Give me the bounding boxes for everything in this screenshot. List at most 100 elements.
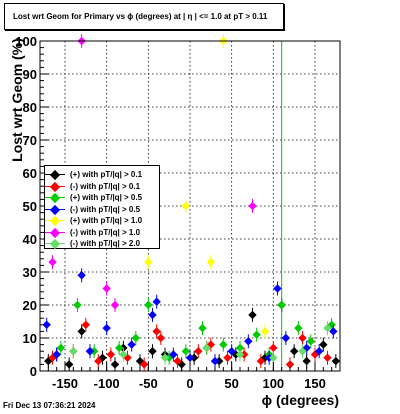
data-point-series-1: [223, 353, 232, 362]
data-point-series-2: [198, 323, 207, 333]
data-point-series-2: [252, 330, 261, 339]
x-tick-label: 0: [186, 376, 193, 391]
data-point-series-5: [48, 257, 57, 267]
legend-marker: [49, 192, 61, 204]
y-axis-title: Lost wrt Geom (%): [9, 38, 25, 162]
x-axis-title: ϕ (degrees): [261, 392, 339, 408]
data-point-series-1: [81, 320, 91, 329]
data-point-series-3: [42, 320, 51, 329]
data-point-series-2: [56, 343, 66, 353]
legend-label: (-) with pT/|q| > 0.5: [70, 204, 141, 214]
data-point-series-3: [185, 353, 195, 362]
data-point-series-3: [273, 284, 282, 293]
legend-label: (-) with pT/|q| > 2.0: [70, 239, 141, 248]
data-point-series-0: [302, 356, 311, 366]
legend-entry: (-) with pT/|q| > 0.5: [45, 204, 161, 216]
data-point-series-0: [331, 356, 341, 366]
data-point-series-4: [260, 327, 270, 336]
data-point-series-1: [106, 350, 116, 359]
data-point-series-1: [139, 360, 149, 369]
data-point-series-2: [181, 347, 191, 356]
data-point-series-2: [73, 300, 82, 310]
data-point-series-3: [244, 337, 253, 346]
data-point-series-2: [277, 300, 286, 310]
legend: (+) with pT/|q| > 0.1 (-) with pT/|q| > 0…: [44, 165, 161, 250]
data-point-series-0: [289, 347, 299, 356]
data-point-series-5: [102, 284, 111, 293]
data-point-series-3: [210, 356, 220, 366]
data-point-series-1: [285, 360, 295, 369]
y-tick-label: 70: [23, 133, 37, 148]
data-point-series-1: [298, 333, 307, 343]
data-points: [42, 34, 341, 372]
data-point-series-1: [256, 356, 266, 366]
x-tick-label: -150: [52, 376, 78, 391]
data-point-series-0: [248, 310, 257, 320]
data-point-series-1: [269, 343, 278, 353]
data-point-series-3: [329, 327, 338, 336]
x-tick-label: 150: [304, 376, 326, 391]
data-point-series-2: [219, 340, 228, 349]
y-tick-label: 100: [15, 34, 37, 49]
data-point-series-3: [127, 340, 136, 349]
data-point-series-1: [156, 333, 166, 343]
data-point-series-0: [64, 360, 74, 369]
data-point-series-2: [131, 333, 141, 343]
data-point-series-1: [152, 327, 161, 336]
legend-label: (-) with pT/|q| > 0.1: [70, 181, 141, 191]
legend-entry: (+) with pT/|q| > 0.5: [45, 192, 161, 204]
y-tick-label: 60: [23, 166, 37, 181]
data-point-series-1: [194, 347, 203, 356]
y-tick-label: 20: [23, 298, 37, 313]
data-point-series-6: [323, 323, 332, 333]
y-tick-label: 0: [30, 364, 37, 379]
data-point-series-3: [102, 323, 111, 333]
data-point-series-4: [206, 257, 216, 267]
legend-marker: [49, 238, 61, 250]
data-point-series-3: [227, 347, 236, 356]
legend-entry: (+) with pT/|q| > 0.1: [45, 169, 161, 181]
data-point-series-4: [181, 201, 191, 211]
data-point-series-3: [148, 310, 157, 320]
data-point-series-2: [306, 337, 316, 346]
data-point-series-3: [152, 297, 161, 306]
axis-ticks: -150 -100 -50 0 50 100 150 0 10 20 30 40 50 60 70 80 90 1…: [15, 34, 341, 391]
legend-entry: (-) with pT/|q| > 2.0: [45, 238, 161, 250]
y-tick-label: 80: [23, 100, 37, 115]
data-point-series-0: [110, 360, 120, 369]
x-tick-label: 100: [262, 376, 284, 391]
data-point-series-3: [281, 333, 291, 343]
data-point-series-6: [119, 350, 128, 359]
legend-label: (+) with pT/|q| > 0.1: [70, 170, 143, 179]
legend-marker: [49, 181, 61, 192]
data-point-series-3: [169, 350, 178, 359]
legend-entry: (-) with pT/|q| > 1.0: [45, 227, 161, 239]
data-point-series-0: [148, 347, 157, 356]
data-point-series-6: [160, 353, 170, 362]
legend-label: (+) with pT/|q| > 0.5: [70, 193, 143, 202]
data-point-series-5: [248, 201, 257, 211]
data-point-series-0: [44, 356, 53, 366]
y-tick-label: 40: [23, 232, 37, 247]
x-tick-label: -50: [139, 376, 158, 391]
data-point-series-2: [114, 343, 124, 353]
timestamp: Fri Dec 13 07:36:21 2024: [3, 401, 96, 410]
y-tick-label: 50: [23, 199, 37, 214]
legend-marker: [49, 169, 61, 181]
y-tick-label: 30: [23, 265, 37, 280]
data-point-series-1: [323, 353, 332, 362]
data-point-series-6: [298, 347, 307, 356]
data-point-series-2: [144, 300, 153, 310]
y-tick-label: 90: [23, 67, 37, 82]
data-point-series-6: [69, 347, 78, 356]
legend-label: (-) with pT/|q| > 1.0: [70, 227, 141, 237]
legend-marker: [49, 215, 61, 227]
data-point-series-6: [269, 353, 278, 362]
legend-label: (+) with pT/|q| > 1.0: [70, 216, 143, 225]
legend-entry: (+) with pT/|q| > 1.0: [45, 215, 161, 227]
legend-marker: [49, 227, 61, 238]
data-point-series-6: [202, 343, 211, 353]
data-point-series-6: [235, 350, 245, 359]
data-point-series-5: [110, 300, 120, 310]
